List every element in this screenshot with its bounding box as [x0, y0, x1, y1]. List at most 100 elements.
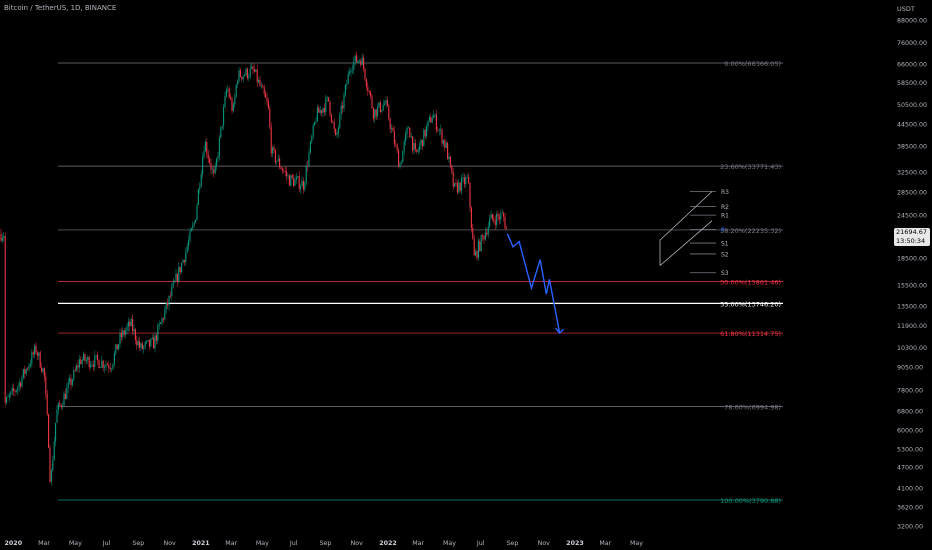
candle-body [38, 352, 40, 356]
candle-body [148, 339, 150, 347]
candle-body [69, 378, 71, 383]
candle-body [419, 145, 421, 151]
candle-body [94, 355, 96, 367]
candle-body [370, 92, 372, 97]
fibonacci-retracement: 0.00%(66366.05) 23.60%(33771.43) 38.20%(22… [58, 60, 783, 505]
candle-body [409, 127, 411, 138]
candle-body [57, 403, 59, 410]
candle-body [129, 321, 131, 327]
candle-body [344, 85, 346, 95]
candle-body [412, 136, 414, 151]
candle-body [440, 129, 442, 131]
candle-body [407, 127, 409, 129]
candle-body [354, 55, 356, 62]
candle-body [309, 141, 311, 153]
candle-body [329, 101, 331, 115]
candle-body [67, 382, 69, 388]
candle-body [372, 107, 374, 119]
candle-body [410, 136, 412, 138]
time-tick-label: Nov [163, 540, 176, 547]
candle-body [414, 143, 416, 150]
candle-body [396, 144, 398, 151]
candle-body [423, 129, 425, 147]
fib-level-label: 78.60%(6994.98) [724, 403, 781, 411]
price-tick-label: 66000.00 [897, 61, 927, 68]
candle-body [162, 318, 164, 320]
time-axis[interactable]: 2020 Mar May Jul Sep Nov 2021 Mar May Jul Sep Nov 20… [5, 540, 644, 547]
candle-body [479, 241, 481, 252]
candlestick-series [0, 51, 507, 486]
time-tick-label: Sep [320, 540, 332, 547]
candle-body [498, 216, 500, 220]
price-tick-label: 44500.00 [897, 122, 927, 129]
time-tick-label: Jul [476, 540, 485, 547]
candle-body [444, 140, 446, 148]
candle-body [97, 354, 99, 360]
candle-body [246, 68, 248, 79]
candle-body [267, 100, 269, 109]
candle-body [120, 332, 122, 337]
candle-body [389, 119, 391, 129]
candle-body [293, 178, 295, 186]
candle-body [451, 165, 453, 173]
candle-body [116, 344, 118, 350]
candle-body [228, 88, 230, 98]
time-tick-label: 2020 [5, 540, 23, 547]
candle-body [253, 69, 255, 72]
candle-body [43, 368, 45, 377]
candle-body [490, 214, 492, 219]
candle-body [8, 395, 10, 397]
pivot-label: S2 [721, 251, 729, 258]
time-tick-label: Jul [102, 540, 111, 547]
candle-body [249, 68, 251, 77]
candle-body [21, 377, 23, 387]
candle-body [420, 139, 422, 146]
candle-body [494, 220, 496, 225]
candle-body [262, 85, 264, 88]
candle-body [28, 365, 30, 370]
candle-body [25, 368, 27, 374]
candle-body [60, 404, 62, 407]
candle-body [347, 73, 349, 84]
time-tick-label: Nov [351, 540, 364, 547]
time-tick-label: 2022 [379, 540, 397, 547]
candle-body [104, 366, 106, 368]
candle-body [85, 360, 87, 361]
projection-arrowhead [555, 327, 565, 335]
candle-body [171, 287, 173, 296]
candle-body [95, 354, 97, 356]
candle-body [480, 235, 482, 252]
fib-level-label: 50.00%(15861.46) [720, 278, 781, 286]
candle-body [361, 57, 363, 65]
candle-body [143, 346, 145, 349]
candle-body [392, 128, 394, 132]
candle-body [165, 302, 167, 311]
channel-upper [659, 191, 713, 241]
candle-body [308, 152, 310, 167]
candle-body [137, 341, 139, 346]
candle-body [59, 403, 61, 405]
candle-body [133, 329, 135, 332]
candle-body [437, 130, 439, 131]
candle-body [398, 150, 400, 167]
candle-body [448, 156, 450, 160]
time-tick-label: Nov [538, 540, 551, 547]
candle-body [260, 85, 262, 87]
candle-body [230, 97, 232, 99]
price-tick-label: 6800.00 [897, 408, 923, 415]
pivot-channel: R3 R2 R1 P S1 S2 S3 [659, 189, 729, 277]
price-axis[interactable]: USDT 88000.00 76000.00 66000.00 58500.00 5050… [897, 5, 927, 530]
candle-body [150, 338, 152, 347]
candle-body [46, 393, 48, 415]
candle-body [251, 66, 253, 69]
candle-body [83, 354, 85, 360]
candle-body [18, 382, 20, 388]
candle-body [78, 359, 80, 368]
pivot-label: R2 [721, 204, 729, 211]
candle-body [80, 359, 82, 365]
candle-body [442, 140, 444, 144]
candle-body [470, 207, 472, 228]
candle-body [34, 345, 36, 355]
candle-body [204, 141, 206, 152]
